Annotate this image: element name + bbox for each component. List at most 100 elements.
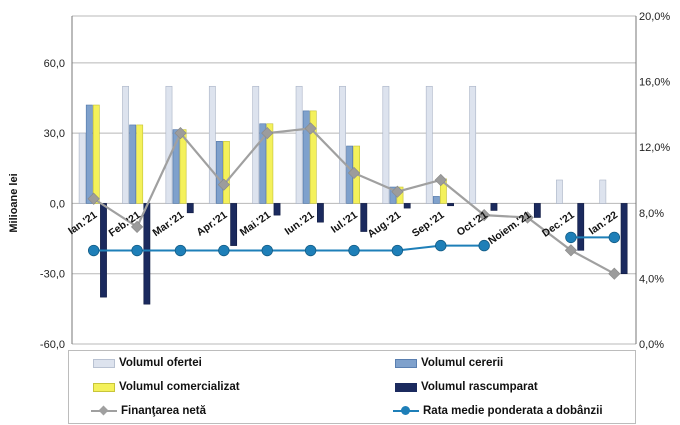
bar-2-0: [92, 104, 100, 204]
bar-2-5: [309, 110, 317, 204]
marker-rate-11: [565, 231, 577, 244]
y2-tick-label: 8,0%: [639, 208, 664, 220]
y-tick-label: 60,0: [44, 58, 65, 70]
marker-finantare-12: [608, 267, 621, 280]
y-tick-label: 0,0: [50, 198, 65, 210]
bar-1-3: [216, 141, 223, 204]
bar-0-9: [469, 85, 477, 204]
marker-finantare-8: [434, 173, 447, 187]
axes-group: [71, 16, 637, 344]
x-tick-label: Aug.'21: [365, 209, 403, 240]
marker-rate-9: [478, 239, 490, 252]
x-tick-label: Sep.'21: [410, 209, 447, 240]
legend-item-rascumparat: Volumul rascumparat: [395, 379, 538, 395]
marker-finantare-3: [217, 178, 230, 191]
y2-tick-label: 0,0%: [639, 339, 664, 350]
legend-swatch-ofertei: [93, 358, 115, 368]
x-tick-label: Ian.'21: [66, 209, 99, 237]
bar-2-3: [223, 141, 230, 204]
legend-label-finantare: Finanţarea netă: [121, 405, 206, 417]
bar-1-4: [259, 123, 267, 204]
bar-2-4: [266, 123, 274, 204]
bar-1-1: [129, 124, 137, 204]
marker-rate-2: [174, 244, 187, 257]
legend-label-rata: Rata medie ponderata a dobânzii: [423, 405, 603, 417]
marker-finantare-4: [261, 127, 274, 140]
marker-rate-1: [131, 244, 143, 257]
marker-finantare-0: [87, 192, 100, 205]
bar-3-11: [577, 203, 585, 251]
legend-swatch-rascumparat: [395, 382, 417, 392]
marker-finantare-10: [521, 211, 534, 224]
bar-0-8: [425, 85, 433, 204]
legend-item-comercializat: Volumul comercializat: [93, 379, 240, 395]
y2-tick-label: 20,0%: [639, 11, 670, 23]
bar-0-0: [78, 132, 86, 204]
y-tick-label: -60,0: [40, 339, 65, 350]
marker-rate-8: [435, 239, 447, 252]
bar-0-11: [556, 179, 563, 204]
bar-3-1: [143, 203, 151, 305]
legend-swatch-comercializat: [93, 382, 115, 392]
marker-rate-3: [218, 244, 230, 257]
marker-rate-5: [304, 244, 317, 257]
bar-3-4: [273, 203, 281, 216]
bar-2-2: [179, 129, 187, 204]
bar-3-12: [620, 203, 628, 275]
bars-group: [78, 85, 628, 305]
bar-3-5: [317, 203, 324, 223]
bar-0-1: [122, 85, 129, 204]
x-tick-label: Oct.'21: [455, 209, 490, 239]
legend-item-cererii: Volumul cererii: [395, 355, 503, 371]
marker-rate-12: [608, 231, 621, 244]
bar-3-10: [533, 203, 541, 218]
marker-finantare-7: [391, 185, 404, 198]
marker-finantare-9: [478, 209, 491, 222]
bar-3-2: [186, 203, 194, 214]
legend-item-rata: Rata medie ponderata a dobânzii: [393, 403, 603, 419]
bar-1-5: [302, 110, 310, 204]
legend-item-finantare: Finanţarea netă: [91, 403, 206, 419]
legend: Volumul ofertei Volumul cererii Volumul …: [68, 350, 636, 424]
x-tick-label: Iun.'21: [283, 209, 317, 238]
legend-label-comercializat: Volumul comercializat: [119, 381, 240, 393]
marker-finantare-6: [347, 166, 361, 180]
bar-0-5: [295, 85, 303, 204]
marker-finantare-11: [564, 244, 578, 257]
y-axis-label: Milioane lei: [8, 173, 20, 232]
lines-group: [87, 122, 621, 280]
bar-3-8: [447, 203, 454, 207]
legend-label-rascumparat: Volumul rascumparat: [421, 381, 538, 393]
bar-0-4: [252, 85, 260, 204]
bar-1-2: [172, 129, 180, 204]
bar-1-0: [85, 104, 93, 204]
x-tick-label: Iul.'21: [329, 209, 360, 236]
marker-rate-6: [348, 244, 360, 257]
bar-0-6: [339, 85, 346, 204]
bar-3-7: [403, 203, 411, 209]
chart-svg: 60,0 30,0 0,0 -30,0 -60,0 20,0% 16,0% 12,0% 8,0%…: [8, 11, 670, 350]
bar-3-6: [360, 203, 368, 232]
marker-finantare-2: [174, 127, 187, 140]
bar-1-8: [432, 196, 440, 204]
y2-tick-label: 12,0%: [639, 142, 670, 154]
y-tick-label: 30,0: [44, 128, 65, 140]
marker-finantare-1: [130, 220, 144, 233]
marker-rate-7: [391, 244, 404, 257]
y2-tick-label: 4,0%: [639, 273, 664, 285]
legend-label-ofertei: Volumul ofertei: [119, 357, 202, 369]
bar-0-12: [599, 179, 607, 204]
x-tick-label: Mai.'21: [238, 209, 273, 239]
x-tick-label: Mar.'21: [150, 209, 186, 239]
marker-finantare-5: [304, 122, 317, 135]
legend-label-cererii: Volumul cererii: [421, 357, 504, 369]
x-tick-label: Apr.'21: [194, 209, 229, 239]
marker-rate-0: [87, 244, 100, 257]
line-series-5-seg-0: [93, 244, 485, 252]
bar-0-3: [208, 85, 216, 204]
bar-3-9: [490, 203, 498, 211]
legend-swatch-cererii: [395, 358, 417, 368]
y-tick-label: -30,0: [40, 269, 65, 281]
bar-0-7: [382, 85, 390, 204]
legend-swatch-finantare: [91, 404, 117, 418]
